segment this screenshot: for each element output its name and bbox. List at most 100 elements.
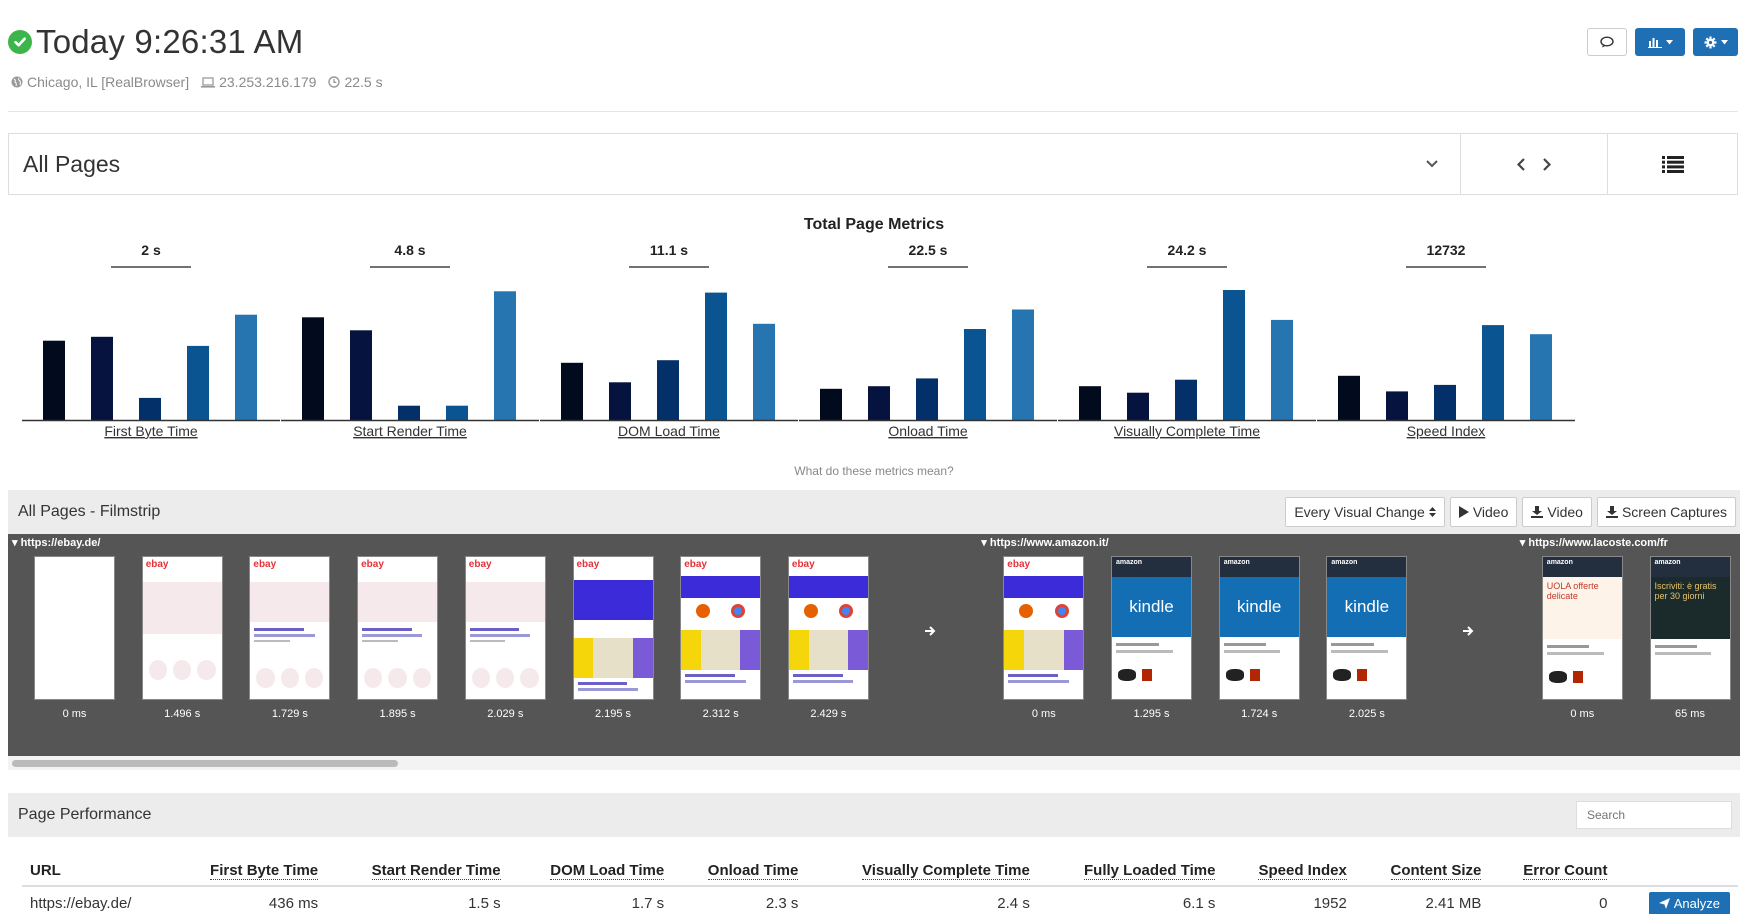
table-header-row: URL First Byte Time Start Render Time DO… [22,856,1738,887]
filmstrip-frame[interactable]: ebay [249,556,331,700]
col-content-size-label: Content Size [1390,862,1482,880]
amazon-header: amazon [1650,557,1730,577]
screen-captures-button[interactable]: Screen Captures [1596,497,1736,527]
col-fully-loaded-label: Fully Loaded Time [1084,862,1216,880]
filmstrip-frame[interactable]: ebay [357,556,439,700]
search-input[interactable] [1576,801,1732,829]
settings-button[interactable] [1693,28,1738,56]
col-speed-index[interactable]: Speed Index [1223,856,1355,887]
metric-bar [398,405,420,420]
ebay-logo: ebay [791,559,815,570]
filmstrip-page-url[interactable]: ▾ https://www.lacoste.com/fr [1519,537,1668,549]
col-fully-loaded[interactable]: Fully Loaded Time [1037,856,1224,887]
page-title: Today 9:26:31 AM [36,23,304,60]
filmstrip-page-url[interactable]: ▾ https://ebay.de/ [12,537,101,549]
thumb-banner [465,582,545,622]
filmstrip-frame[interactable]: ebay [1003,556,1085,700]
thumb-button [1118,699,1158,700]
filmstrip-frame-time: 0 ms [1031,708,1056,720]
kindle-banner: kindle [1219,577,1299,637]
filmstrip-frame[interactable]: amazon UOLA offerte delicate [1541,556,1623,700]
comment-icon [1600,36,1614,48]
caret-down-icon [1720,39,1728,44]
visual-change-select-value: Every Visual Change [1294,504,1425,520]
filmstrip-scrollbar[interactable] [8,756,1740,770]
test-header: Today 9:26:31 AM [8,22,303,62]
download-video-button[interactable]: Video [1522,497,1592,527]
filmstrip-frame[interactable]: amazon kindle [1111,556,1192,700]
filmstrip-frame[interactable]: ebay [787,556,869,700]
metric-bar [1012,309,1034,420]
chart-menu-button[interactable] [1635,28,1685,56]
chevron-down-icon [1426,160,1438,168]
analyze-button[interactable]: Analyze [1648,892,1730,914]
metric-bar [1079,386,1101,420]
filmstrip-title: All Pages - Filmstrip [18,503,161,520]
filmstrip-frame[interactable]: amazon kindle [1326,556,1408,700]
col-start-render[interactable]: Start Render Time [326,856,509,887]
download-video-label: Video [1547,504,1583,520]
kindle-banner: kindle [1112,577,1191,637]
col-error-count[interactable]: Error Count [1489,856,1616,887]
col-content-size[interactable]: Content Size [1354,856,1490,887]
col-dom-load[interactable]: DOM Load Time [508,856,673,887]
metric-bar [1386,391,1408,420]
filmstrip-frame[interactable]: amazon Iscriviti: è gratis per 30 giorni [1649,556,1731,700]
play-video-button[interactable]: Video [1449,497,1518,527]
metric-bar [609,382,631,420]
chevron-left-icon[interactable] [1517,157,1525,171]
col-first-byte[interactable]: First Byte Time [169,856,327,887]
metric-bar [1338,375,1360,420]
visual-change-select[interactable]: Every Visual Change [1285,497,1445,527]
list-view-button[interactable] [1607,134,1737,194]
cell-dom-load: 1.7 s [631,895,665,912]
filmstrip-frame[interactable]: ebay [680,556,762,700]
filmstrip-frame[interactable]: ebay [572,556,654,700]
filmstrip-page-url[interactable]: ▾ https://www.amazon.it/ [981,537,1109,549]
metric-value-label: 4.8 s [394,242,425,258]
metrics-help-link[interactable]: What do these metrics mean? [794,464,954,478]
arrow-right-icon [1462,624,1474,642]
thumb-lines [789,670,868,687]
performance-table: URL First Byte Time Start Render Time DO… [22,856,1738,914]
dark-banner: Iscriviti: è gratis per 30 giorni [1650,577,1730,639]
cell-content-size: 2.41 MB [1425,895,1482,912]
page-dropdown[interactable]: All Pages [9,134,1460,194]
location-text: Chicago, IL [RealBrowser] [27,74,190,90]
check-circle-icon [8,30,32,54]
filmstrip-frame[interactable]: amazon kindle [1218,556,1300,700]
col-url[interactable]: URL [22,856,170,887]
filmstrip-frame[interactable]: ebay [141,556,223,700]
cell-url[interactable]: https://ebay.de/ [30,895,132,912]
metric-bar [820,388,842,420]
col-visually-complete[interactable]: Visually Complete Time [806,856,1038,887]
metric-bar [705,292,727,420]
amazon-header: amazon [1542,557,1622,577]
thumb-banner [142,582,222,634]
chevron-right-icon[interactable] [1543,157,1551,171]
metric-bar [235,314,257,420]
thumb-lines [1004,670,1083,687]
metric-bar [139,397,161,420]
col-onload[interactable]: Onload Time [672,856,807,887]
metric-bar [868,386,890,420]
metric-bar [1482,325,1504,420]
duration-text: 22.5 s [344,74,383,90]
cell-error-count: 0 [1599,895,1608,912]
metric-category-label: First Byte Time [104,423,198,439]
page-dropdown-value: All Pages [23,150,121,177]
filmstrip-frame[interactable]: ebay [464,556,546,700]
comment-button[interactable] [1587,28,1627,56]
table-row[interactable]: https://ebay.de/ 436 ms 1.5 s 1.7 s 2.3 … [22,886,1738,914]
metrics-title: Total Page Metrics [803,216,945,233]
metric-category-label: Onload Time [888,423,968,439]
metric-category-label: DOM Load Time [618,423,720,439]
metric-bar [43,340,65,420]
download-icon [1531,506,1544,518]
scrollbar-thumb[interactable] [12,760,398,767]
play-icon [1458,506,1469,518]
thumb-browser-icons [681,598,760,624]
ebay-logo: ebay [1007,559,1031,570]
arrow-right-icon [924,624,936,642]
filmstrip-frame[interactable] [34,556,115,700]
